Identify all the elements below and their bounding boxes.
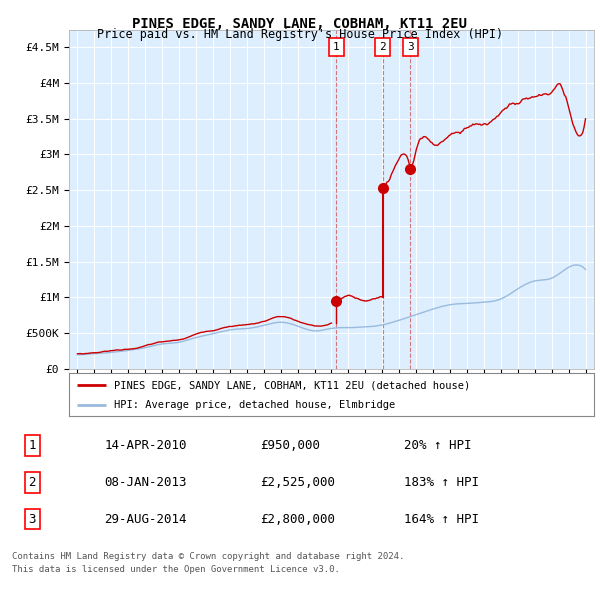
Text: £950,000: £950,000 [260, 439, 320, 452]
Text: £2,800,000: £2,800,000 [260, 513, 335, 526]
Text: 20% ↑ HPI: 20% ↑ HPI [404, 439, 471, 452]
Text: Contains HM Land Registry data © Crown copyright and database right 2024.: Contains HM Land Registry data © Crown c… [12, 552, 404, 561]
Text: Price paid vs. HM Land Registry's House Price Index (HPI): Price paid vs. HM Land Registry's House … [97, 28, 503, 41]
Text: This data is licensed under the Open Government Licence v3.0.: This data is licensed under the Open Gov… [12, 565, 340, 574]
Text: 14-APR-2010: 14-APR-2010 [104, 439, 187, 452]
Text: 2: 2 [379, 42, 386, 53]
Text: 2: 2 [28, 476, 36, 489]
Text: 3: 3 [407, 42, 414, 53]
Text: 183% ↑ HPI: 183% ↑ HPI [404, 476, 479, 489]
Text: PINES EDGE, SANDY LANE, COBHAM, KT11 2EU: PINES EDGE, SANDY LANE, COBHAM, KT11 2EU [133, 17, 467, 31]
Text: 1: 1 [28, 439, 36, 452]
Text: 3: 3 [28, 513, 36, 526]
Text: PINES EDGE, SANDY LANE, COBHAM, KT11 2EU (detached house): PINES EDGE, SANDY LANE, COBHAM, KT11 2EU… [113, 381, 470, 391]
Text: HPI: Average price, detached house, Elmbridge: HPI: Average price, detached house, Elmb… [113, 401, 395, 410]
Text: £2,525,000: £2,525,000 [260, 476, 335, 489]
Text: 164% ↑ HPI: 164% ↑ HPI [404, 513, 479, 526]
Text: 1: 1 [333, 42, 340, 53]
Text: 08-JAN-2013: 08-JAN-2013 [104, 476, 187, 489]
Text: 29-AUG-2014: 29-AUG-2014 [104, 513, 187, 526]
